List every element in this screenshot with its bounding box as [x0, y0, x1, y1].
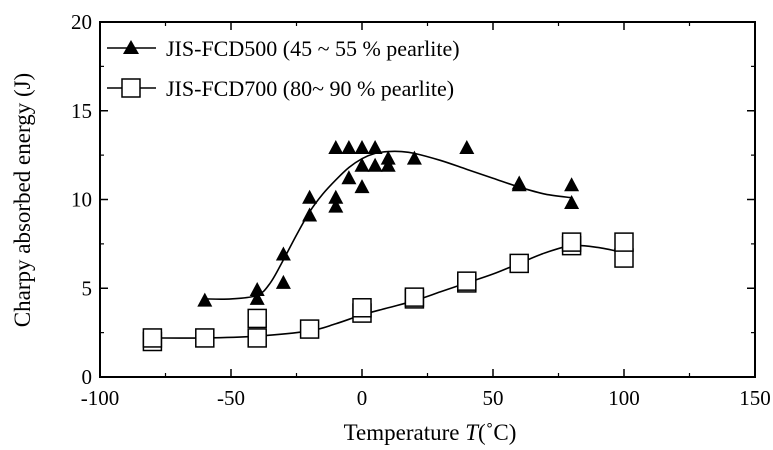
data-point-triangle [380, 157, 396, 172]
y-tick-label: 20 [71, 10, 92, 34]
data-point-square [457, 271, 477, 291]
tick-labels: -100 -50 0 50 100 150 0 5 10 15 20 [71, 10, 771, 410]
data-point-triangle [328, 140, 344, 155]
x-tick-label: -50 [217, 386, 245, 410]
data-point-square [614, 232, 634, 252]
legend-triangle-marker [123, 40, 139, 54]
data-point-triangle [197, 292, 213, 307]
data-point-square [247, 328, 267, 348]
data-point-square [352, 298, 372, 318]
data-point-triangle [511, 175, 527, 190]
x-tick-label: 100 [608, 386, 640, 410]
data-point-square [561, 232, 582, 252]
x-axis-label: Temperature T(˚C) [344, 420, 517, 445]
legend-square-marker [121, 78, 141, 98]
fit-curve-series-0 [204, 150, 572, 300]
data-point-triangle [367, 157, 383, 172]
data-point-triangle [354, 179, 370, 194]
data-point-triangle [249, 290, 265, 305]
x-axis-label-text: Temperature [344, 420, 460, 445]
axis-ticks [99, 21, 756, 378]
x-tick-label: 50 [483, 386, 504, 410]
legend-label-fcd500: JIS-FCD500 (45 ~ 55 % pearlite) [166, 36, 460, 61]
data-point-triangle [380, 150, 396, 165]
data-point-triangle [328, 189, 344, 204]
data-point-square [195, 328, 215, 348]
x-tick-label: 0 [357, 386, 368, 410]
data-point-triangle [341, 140, 357, 155]
data-point-triangle [459, 140, 475, 155]
data-point-triangle [341, 170, 357, 185]
data-point-triangle [302, 207, 318, 222]
data-markers [142, 140, 634, 352]
data-point-square [509, 253, 529, 274]
x-axis-label-unit: (˚C) [478, 420, 516, 445]
y-tick-label: 10 [71, 188, 92, 212]
data-point-triangle [406, 150, 422, 165]
y-tick-label: 0 [82, 365, 93, 389]
legend-label-fcd700: JIS-FCD700 (80~ 90 % pearlite) [166, 76, 454, 101]
x-tick-label: 150 [739, 386, 771, 410]
data-point-triangle [367, 140, 383, 155]
y-tick-label: 15 [71, 99, 92, 123]
data-point-square [404, 287, 425, 307]
data-point-triangle [249, 282, 265, 297]
data-point-triangle [564, 195, 580, 210]
x-tick-label: -100 [81, 386, 120, 410]
data-point-triangle [328, 198, 344, 213]
fit-curve-series-1 [152, 244, 625, 339]
data-point-square [247, 308, 267, 329]
data-point-triangle [354, 157, 370, 172]
data-point-triangle [564, 177, 580, 192]
data-point-square [299, 319, 320, 339]
data-point-triangle [302, 189, 318, 204]
legend: JIS-FCD500 (45 ~ 55 % pearlite) JIS-FCD7… [107, 36, 460, 101]
data-point-square [142, 328, 163, 348]
data-point-triangle [275, 246, 291, 261]
x-axis-label-var: T [465, 420, 480, 445]
fit-curves [152, 150, 625, 339]
y-axis-label: Charpy absorbed energy (J) [10, 73, 35, 327]
data-point-triangle [354, 140, 370, 155]
y-tick-label: 5 [82, 276, 93, 300]
data-point-triangle [275, 274, 291, 289]
